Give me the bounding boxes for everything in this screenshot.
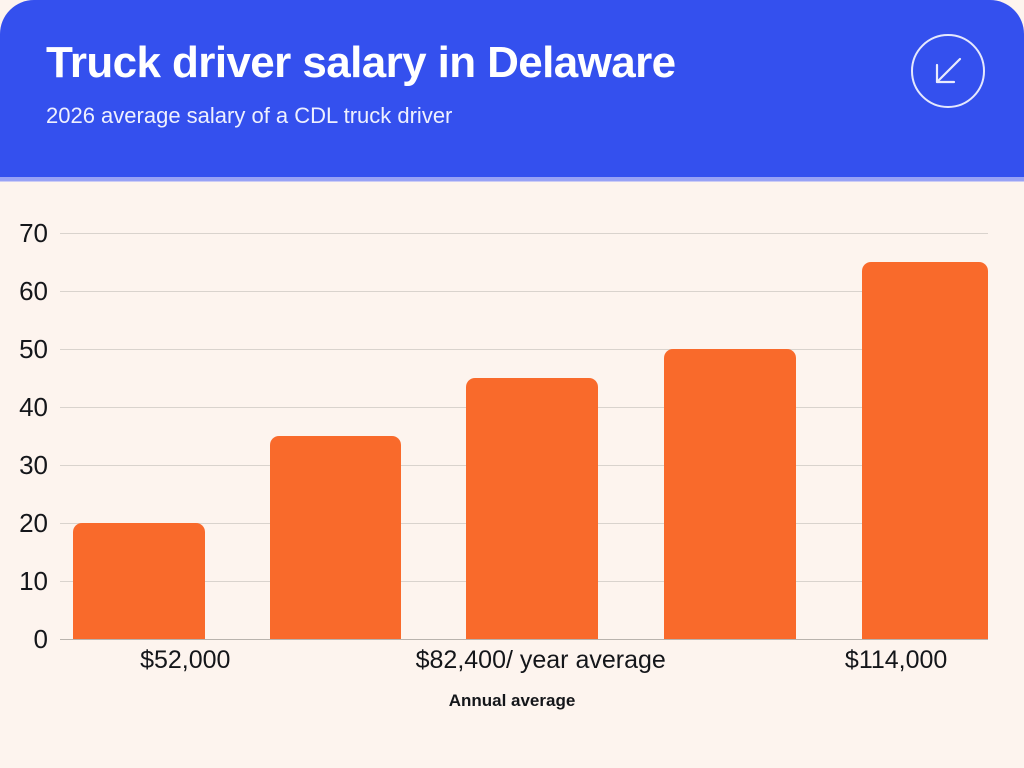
y-axis-tick-label: 0 (33, 624, 48, 654)
gridline (60, 349, 988, 350)
bar[interactable] (664, 349, 796, 639)
y-axis-tick-label: 10 (19, 566, 48, 596)
y-axis-tick-label: 30 (19, 450, 48, 480)
plot-area (60, 233, 988, 640)
bar-chart: 0 10 20 30 40 50 60 70 $52,000 $82,400/ year ave… (0, 181, 1024, 768)
bar[interactable] (466, 378, 599, 639)
x-axis-tick-label: $114,000 (844, 646, 948, 674)
bars-group (60, 233, 988, 639)
gridline (60, 639, 988, 640)
y-axis-tick-label: 40 (19, 392, 48, 422)
bar[interactable] (861, 262, 988, 639)
arrow-down-left-icon[interactable] (911, 34, 985, 108)
x-axis-tick-labels: $52,000 $82,400/ year average $114,000 (0, 643, 1024, 683)
x-axis-tick-label: $52,000 (140, 646, 231, 674)
header-divider (0, 177, 1024, 182)
y-axis-tick-label: 20 (19, 508, 48, 538)
y-axis-tick-label: 60 (19, 276, 48, 306)
y-axis-tick-label: 50 (19, 334, 48, 364)
page-title: Truck driver salary in Delaware (46, 38, 676, 87)
gridline (60, 291, 988, 292)
gridline (60, 233, 988, 234)
header-banner: Truck driver salary in Delaware 2026 ave… (0, 0, 1024, 181)
header-text-block: Truck driver salary in Delaware 2026 ave… (46, 36, 876, 130)
x-axis-tick-label: $82,400/ year average (415, 646, 666, 674)
page-subtitle: 2026 average salary of a CDL truck drive… (46, 103, 453, 128)
x-axis-title: Annual average (448, 691, 576, 710)
y-axis-tick-label: 70 (19, 218, 48, 248)
bar[interactable] (269, 436, 402, 639)
bar[interactable] (72, 523, 205, 639)
